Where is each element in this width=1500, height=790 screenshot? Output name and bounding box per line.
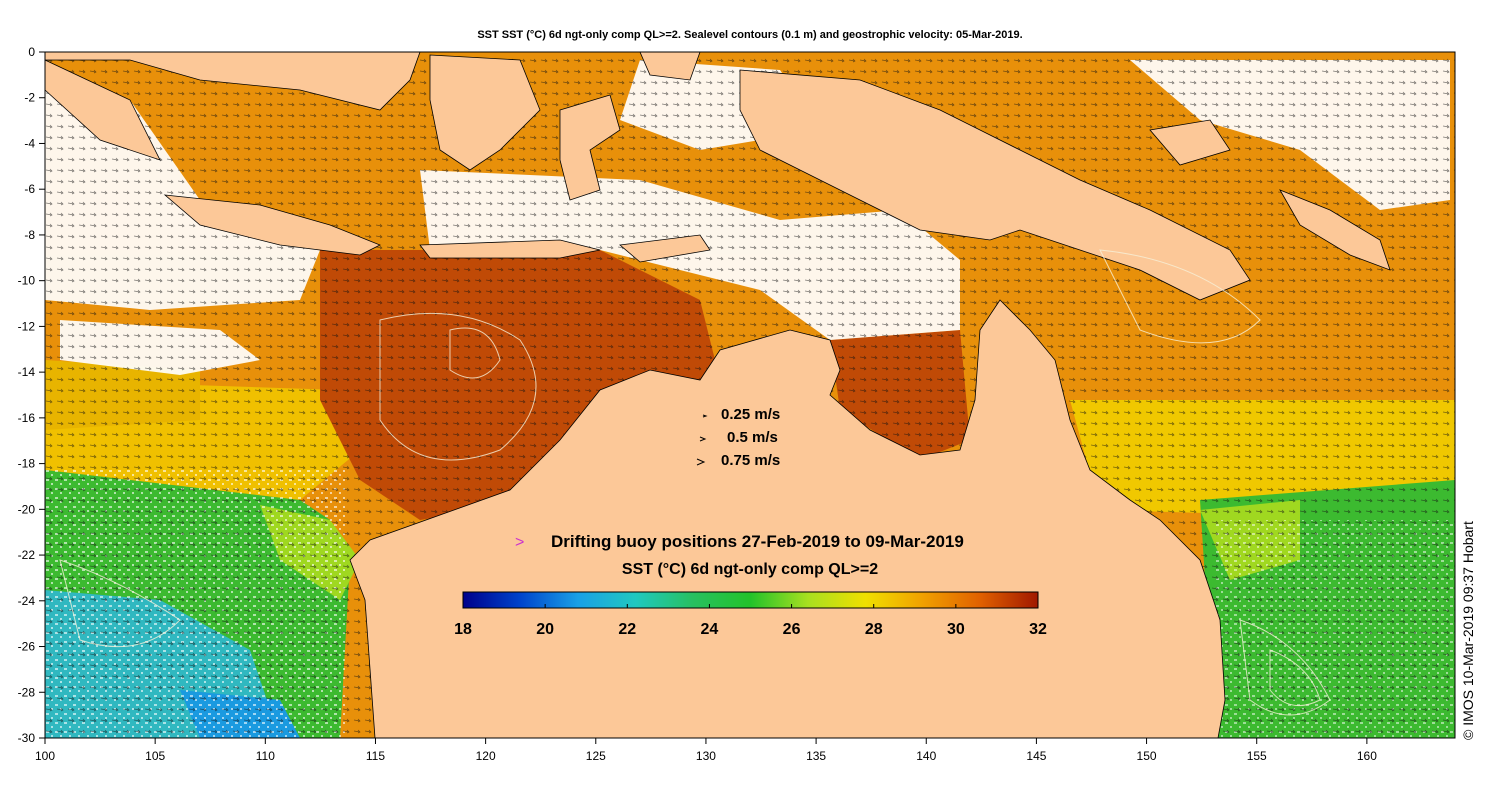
- colorbar-tick-label: 20: [536, 621, 554, 638]
- y-tick-label: 0: [28, 45, 35, 59]
- x-tick-label: 150: [1137, 749, 1157, 763]
- colorbar-tick-label: 18: [454, 621, 472, 638]
- land-lesser-sunda: [419, 239, 601, 259]
- land-new-britain: [1149, 119, 1231, 166]
- y-axis: 0 -2 -4 -6 -8 -10 -12 -14 -16 -18 -20 -22 -24 -26 -28 -…: [18, 45, 45, 745]
- y-tick-label: -16: [18, 411, 36, 425]
- y-tick-label: -6: [24, 182, 35, 196]
- y-tick-label: -10: [18, 274, 36, 288]
- x-tick-label: 155: [1247, 749, 1267, 763]
- y-tick-label: -18: [18, 457, 36, 471]
- colorbar-tick-label: 26: [783, 621, 801, 638]
- land: [44, 51, 1391, 739]
- x-tick-label: 160: [1357, 749, 1377, 763]
- x-tick-label: 110: [256, 749, 275, 763]
- land-borneo: [429, 54, 541, 171]
- land-timor: [619, 234, 711, 263]
- credit-text: © IMOS 10-Mar-2019 09:37 Hobart: [1460, 521, 1476, 740]
- y-tick-label: -2: [24, 91, 35, 105]
- y-tick-label: -30: [18, 731, 36, 745]
- x-tick-label: 140: [916, 749, 936, 763]
- x-tick-label: 115: [366, 749, 385, 763]
- y-tick-label: -24: [18, 594, 36, 608]
- y-tick-label: -20: [18, 502, 36, 516]
- velocity-legend-0-25: 0.25 m/s: [721, 406, 781, 423]
- y-tick-label: -14: [18, 365, 36, 379]
- sealevel-contours: [59, 249, 1331, 716]
- colorbar-tick-label: 24: [701, 621, 719, 638]
- x-tick-label: 120: [476, 749, 496, 763]
- y-tick-label: -4: [24, 136, 35, 150]
- x-tick-label: 130: [696, 749, 716, 763]
- colorbar: [462, 591, 1039, 609]
- land-australia: [349, 299, 1226, 739]
- y-tick-label: -22: [18, 548, 36, 562]
- y-tick-label: -12: [18, 319, 36, 333]
- buoy-marker-icon: >: [515, 534, 525, 551]
- x-tick-label: 105: [145, 749, 165, 763]
- land-sumatra-asia: [44, 51, 421, 111]
- x-tick-label: 125: [586, 749, 606, 763]
- colorbar-tick-label: 22: [618, 621, 636, 638]
- y-tick-label: -26: [18, 640, 36, 654]
- velocity-legend-0-5: 0.5 m/s: [727, 429, 778, 446]
- colorbar-tick-label: 30: [947, 621, 965, 638]
- colorbar-ticks: 18 20 22 24 26 28 30 32: [454, 604, 1047, 638]
- axes: [44, 51, 1456, 739]
- x-axis: 100 105 110 115 120 125 130 135 140 145 150 155 160: [35, 738, 1377, 763]
- x-tick-label: 145: [1026, 749, 1046, 763]
- velocity-legend-0-75: 0.75 m/s: [721, 452, 781, 469]
- land-new-guinea: [739, 69, 1251, 301]
- colorbar-title: SST (°C) 6d ngt-only comp QL>=2: [621, 561, 879, 578]
- x-tick-label: 100: [35, 749, 55, 763]
- velocity-legend-arrows: [696, 414, 708, 466]
- colorbar-tick-label: 28: [865, 621, 883, 638]
- buoy-legend-label: Drifting buoy positions 27-Feb-2019 to 0…: [551, 532, 964, 551]
- x-tick-label: 135: [806, 749, 826, 763]
- land-java: [163, 194, 381, 256]
- land-sulawesi: [559, 94, 621, 201]
- map-title: SST SST (°C) 6d ngt-only comp QL>=2. Sea…: [477, 29, 1023, 41]
- land-solomons: [1279, 189, 1391, 271]
- y-tick-label: -28: [18, 685, 36, 699]
- y-tick-label: -8: [24, 228, 35, 242]
- colorbar-tick-label: 32: [1029, 621, 1047, 638]
